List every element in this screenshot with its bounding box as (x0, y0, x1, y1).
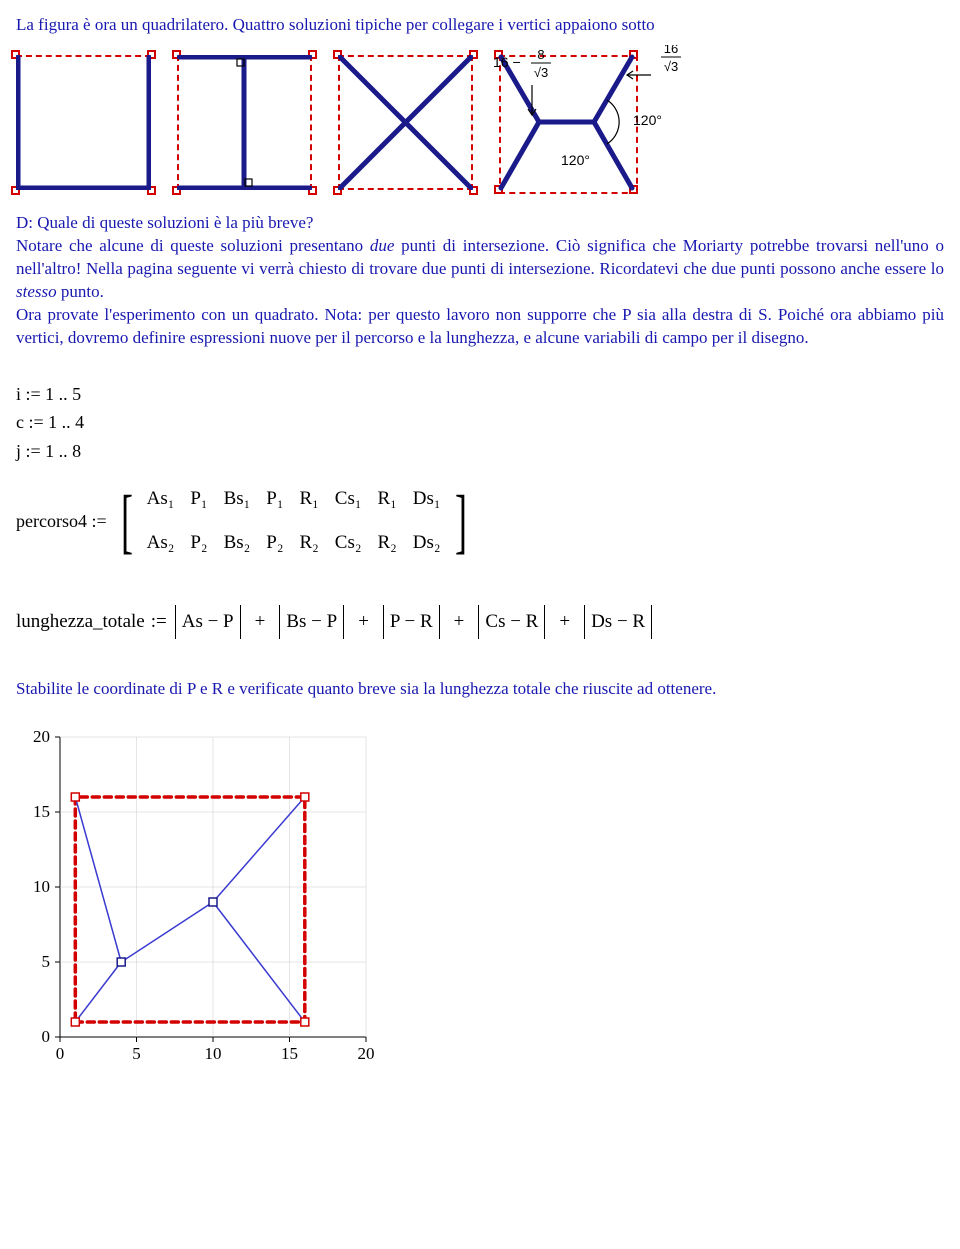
result-chart: 0 5 10 15 20 0 5 10 15 20 (16, 727, 376, 1067)
svg-text:√3: √3 (534, 65, 548, 80)
svg-text:15: 15 (33, 802, 50, 821)
diagram-4: 16 − 8 √3 16 √3 120° 120° (499, 55, 719, 190)
svg-text:16: 16 (664, 45, 678, 56)
angle-label-2: 120° (561, 152, 590, 168)
diagram-3 (338, 55, 473, 190)
svg-text:5: 5 (132, 1044, 141, 1063)
diagram-1 (16, 55, 151, 190)
question-paragraph: D: Quale di queste soluzioni è la più br… (16, 212, 944, 350)
lunghezza-totale-definition: lunghezza_totale := As − P+ Bs − P+ P − … (16, 605, 944, 639)
svg-text:5: 5 (42, 952, 51, 971)
percorso4-definition: percorso4 := [ As₁P₁Bs₁P₁R₁Cs₁R₁Ds₁ As₂P… (16, 484, 944, 559)
annotation-right: 16 √3 (661, 45, 681, 74)
svg-text:10: 10 (33, 877, 50, 896)
annotation-left: 16 − 8 √3 (493, 47, 551, 80)
diagram-2 (177, 55, 312, 190)
range-definitions: i := 1 .. 5 c := 1 .. 4 j := 1 .. 8 perc… (16, 380, 944, 640)
svg-text:20: 20 (358, 1044, 375, 1063)
angle-label-1: 120° (633, 112, 662, 128)
solutions-diagram-row: 16 − 8 √3 16 √3 120° 120° (16, 55, 944, 190)
svg-text:√3: √3 (664, 59, 678, 74)
svg-text:10: 10 (205, 1044, 222, 1063)
svg-text:0: 0 (56, 1044, 65, 1063)
instruction-paragraph: Stabilite le coordinate di P e R e verif… (16, 679, 944, 699)
svg-text:20: 20 (33, 727, 50, 746)
intro-paragraph: La figura è ora un quadrilatero. Quattro… (16, 14, 944, 37)
svg-text:8: 8 (537, 47, 544, 62)
svg-text:0: 0 (42, 1027, 51, 1046)
svg-text:15: 15 (281, 1044, 298, 1063)
svg-text:16 −: 16 − (493, 54, 521, 70)
